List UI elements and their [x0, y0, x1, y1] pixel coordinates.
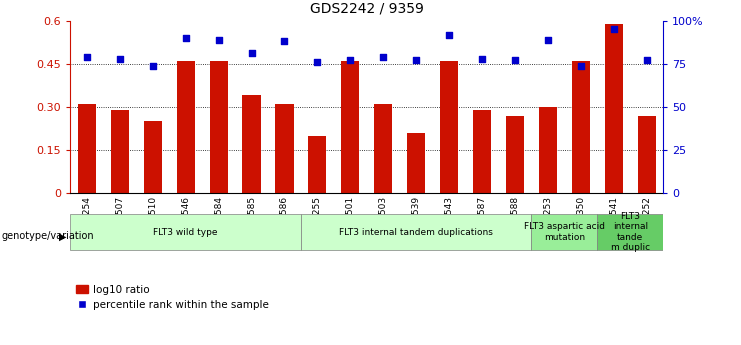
Text: FLT3
internal
tande
m duplic: FLT3 internal tande m duplic — [611, 212, 650, 252]
Point — [377, 54, 389, 60]
Bar — [374, 104, 392, 193]
Bar — [210, 61, 227, 193]
Bar — [70, 214, 301, 250]
Bar — [506, 116, 524, 193]
Bar — [301, 214, 531, 250]
Point — [443, 32, 455, 37]
Bar — [531, 214, 597, 250]
Bar — [638, 116, 656, 193]
Point — [213, 37, 225, 42]
Bar — [176, 61, 195, 193]
Bar — [597, 214, 663, 250]
Text: FLT3 internal tandem duplications: FLT3 internal tandem duplications — [339, 227, 493, 237]
Bar — [308, 136, 327, 193]
Title: GDS2242 / 9359: GDS2242 / 9359 — [310, 1, 424, 16]
Point — [81, 54, 93, 60]
Point — [345, 58, 356, 63]
Bar — [605, 23, 623, 193]
Legend: log10 ratio, percentile rank within the sample: log10 ratio, percentile rank within the … — [76, 285, 269, 310]
Point — [575, 63, 587, 68]
Bar — [342, 61, 359, 193]
Text: ▶: ▶ — [59, 231, 67, 241]
Point — [476, 56, 488, 61]
Bar — [144, 121, 162, 193]
Point — [608, 27, 619, 32]
Bar — [473, 110, 491, 193]
Text: FLT3 wild type: FLT3 wild type — [153, 227, 218, 237]
Text: genotype/variation: genotype/variation — [1, 231, 94, 241]
Point — [279, 39, 290, 44]
Bar — [242, 96, 261, 193]
Bar — [407, 133, 425, 193]
Point — [542, 37, 554, 42]
Bar — [110, 110, 129, 193]
Point — [411, 58, 422, 63]
Point — [147, 63, 159, 68]
Point — [509, 58, 521, 63]
Bar — [440, 61, 458, 193]
Point — [114, 56, 126, 61]
Point — [641, 58, 653, 63]
Bar — [276, 104, 293, 193]
Bar — [572, 61, 590, 193]
Point — [245, 51, 257, 56]
Point — [311, 59, 323, 65]
Bar — [78, 104, 96, 193]
Point — [180, 35, 192, 41]
Text: FLT3 aspartic acid
mutation: FLT3 aspartic acid mutation — [524, 222, 605, 242]
Bar — [539, 107, 557, 193]
